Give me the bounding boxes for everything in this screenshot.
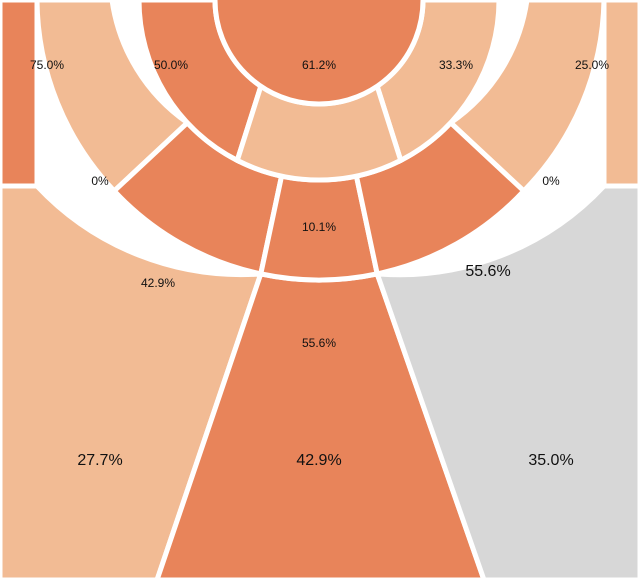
zone-label-corner-three-left: 75.0% <box>30 58 64 72</box>
zone-corner-three-left <box>0 0 40 189</box>
zone-label-mid-left-wing: 42.9% <box>141 276 175 290</box>
zone-label-three-right-wing: 35.0% <box>528 452 573 469</box>
labels-layer: 27.7% 42.9% 35.0% 75.0% 25.0% 0% 0% 42.9% 55.6% 5… <box>30 58 609 469</box>
zone-label-paint-non-ra: 10.1% <box>302 220 336 234</box>
zone-label-three-center: 42.9% <box>296 452 341 469</box>
zone-label-restricted-area: 61.2% <box>302 58 336 72</box>
zone-label-short-mid-right-top: 33.3% <box>439 58 473 72</box>
zone-label-mid-left-baseline: 0% <box>91 174 109 188</box>
zone-label-short-mid-left-top: 50.0% <box>154 58 188 72</box>
zone-corner-three-right <box>601 0 640 189</box>
zone-restricted-area <box>212 0 426 107</box>
zone-label-corner-three-right: 25.0% <box>575 58 609 72</box>
zone-label-mid-right-baseline: 0% <box>542 174 560 188</box>
zone-label-mid-center: 55.6% <box>302 336 336 350</box>
zone-label-mid-right-wing: 55.6% <box>465 263 510 280</box>
zone-label-three-left-wing: 27.7% <box>77 452 122 469</box>
